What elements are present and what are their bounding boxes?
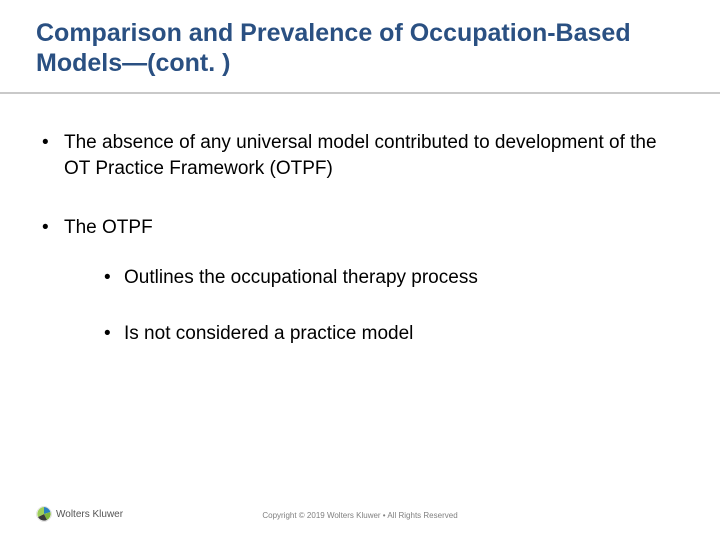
- list-item: Is not considered a practice model: [64, 321, 684, 347]
- bullet-list: The absence of any universal model contr…: [36, 130, 684, 346]
- copyright-text: Copyright © 2019 Wolters Kluwer • All Ri…: [0, 511, 720, 520]
- bullet-text: The absence of any universal model contr…: [64, 132, 657, 179]
- list-item: The absence of any universal model contr…: [36, 130, 684, 181]
- content-area: The absence of any universal model contr…: [36, 130, 684, 380]
- title-block: Comparison and Prevalence of Occupation-…: [36, 18, 684, 78]
- bullet-text: Outlines the occupational therapy proces…: [124, 267, 478, 288]
- bullet-text: Is not considered a practice model: [124, 323, 413, 344]
- bullet-text: The OTPF: [64, 217, 153, 238]
- sub-bullet-list: Outlines the occupational therapy proces…: [64, 265, 684, 346]
- list-item: The OTPF Outlines the occupational thera…: [36, 215, 684, 346]
- slide-title: Comparison and Prevalence of Occupation-…: [36, 18, 684, 78]
- title-divider: [0, 92, 720, 94]
- slide: Comparison and Prevalence of Occupation-…: [0, 0, 720, 540]
- list-item: Outlines the occupational therapy proces…: [64, 265, 684, 291]
